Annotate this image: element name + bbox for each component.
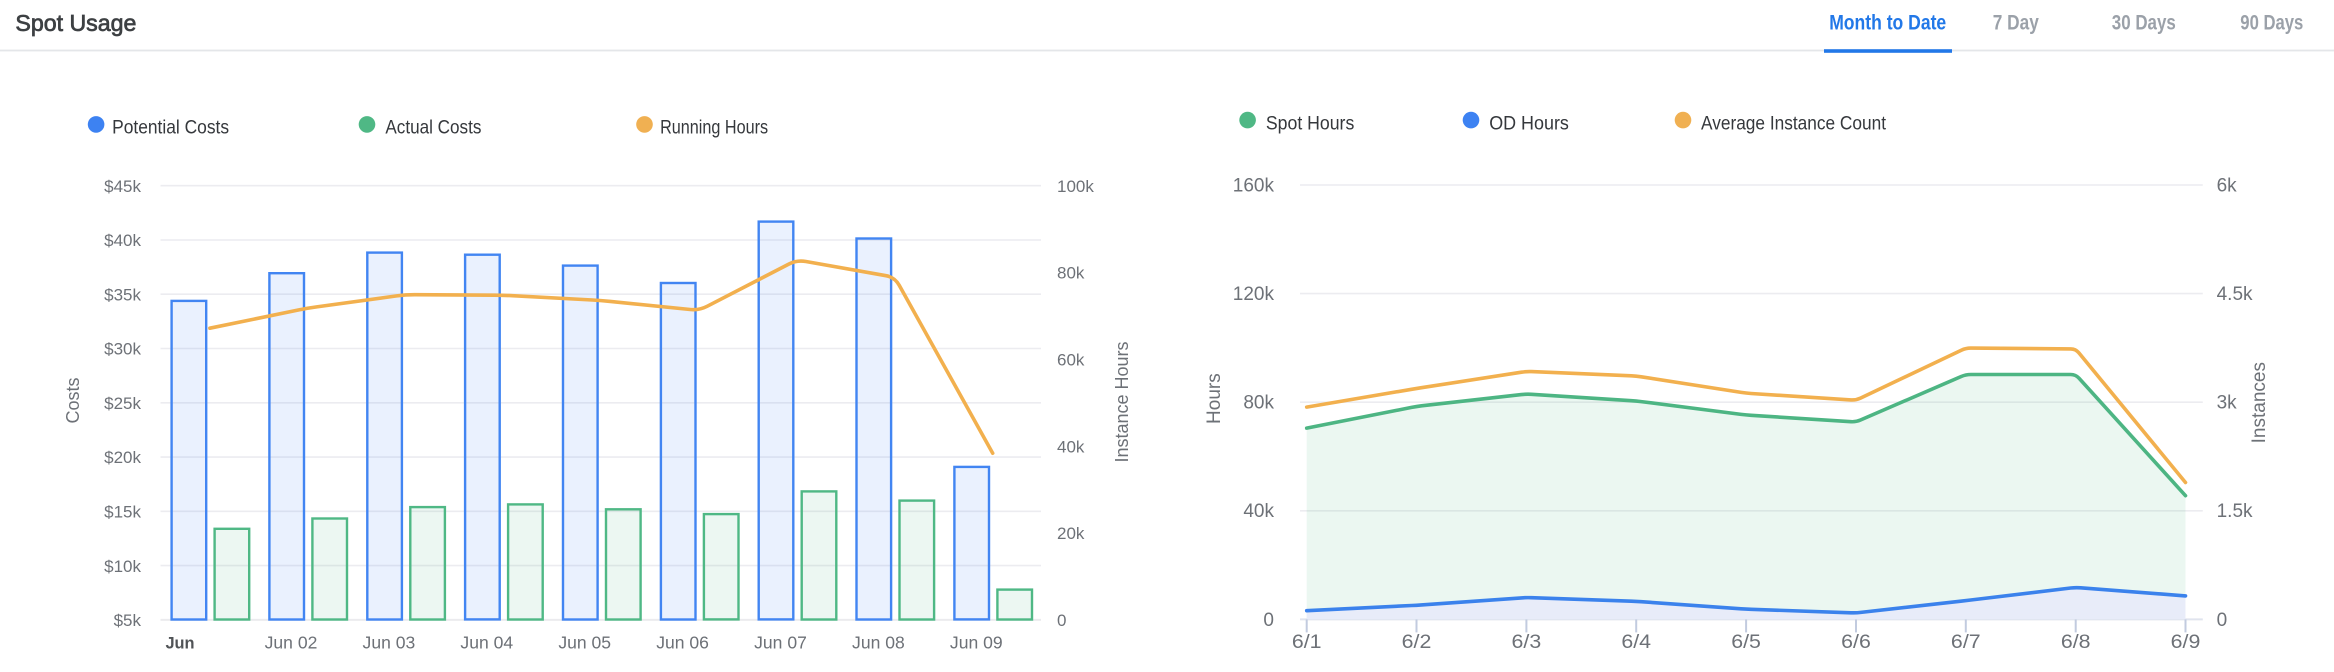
svg-text:Jun 04: Jun 04 [460, 633, 513, 653]
svg-text:120k: 120k [1233, 284, 1275, 305]
svg-text:0: 0 [2217, 610, 2228, 631]
svg-text:100k: 100k [1057, 177, 1094, 196]
svg-text:60k: 60k [1057, 351, 1085, 370]
svg-text:1.5k: 1.5k [2217, 501, 2253, 522]
svg-text:Average Instance Count: Average Instance Count [1701, 112, 1887, 134]
svg-text:$40k: $40k [104, 231, 141, 250]
svg-text:0: 0 [1263, 610, 1274, 631]
svg-text:6/3: 6/3 [1512, 632, 1542, 653]
svg-text:$15k: $15k [104, 503, 141, 522]
svg-text:4.5k: 4.5k [2217, 284, 2253, 305]
svg-text:6/1: 6/1 [1292, 632, 1322, 653]
svg-text:6/7: 6/7 [1951, 632, 1981, 653]
svg-text:$10k: $10k [104, 557, 141, 576]
svg-text:6/4: 6/4 [1621, 632, 1651, 653]
svg-text:Spot Hours: Spot Hours [1266, 112, 1355, 134]
svg-text:Hours: Hours [1204, 373, 1225, 424]
svg-text:Month to Date: Month to Date [1829, 12, 1946, 35]
svg-text:Instances: Instances [2249, 362, 2270, 443]
svg-text:90 Days: 90 Days [2240, 12, 2303, 35]
svg-text:6/2: 6/2 [1402, 632, 1432, 653]
svg-text:80k: 80k [1057, 264, 1085, 283]
svg-text:30 Days: 30 Days [2112, 12, 2176, 35]
svg-text:7 Day: 7 Day [1993, 12, 2039, 35]
svg-text:$20k: $20k [104, 448, 141, 467]
svg-text:Jun 05: Jun 05 [558, 633, 611, 653]
svg-text:$45k: $45k [104, 177, 141, 196]
svg-text:Costs: Costs [63, 377, 83, 423]
svg-text:Running Hours: Running Hours [660, 116, 768, 138]
svg-text:80k: 80k [1243, 393, 1274, 414]
svg-text:OD Hours: OD Hours [1489, 112, 1569, 134]
svg-text:$5k: $5k [114, 611, 142, 630]
svg-text:Jun 09: Jun 09 [950, 633, 1003, 653]
svg-text:160k: 160k [1233, 175, 1275, 196]
svg-text:6/5: 6/5 [1731, 632, 1761, 653]
svg-text:Jun 02: Jun 02 [265, 633, 318, 653]
svg-text:$25k: $25k [104, 394, 141, 413]
svg-text:Actual Costs: Actual Costs [385, 116, 481, 138]
svg-text:Jun: Jun [165, 634, 194, 653]
svg-text:6/6: 6/6 [1841, 632, 1871, 653]
svg-text:Potential Costs: Potential Costs [112, 116, 229, 138]
svg-text:Jun 08: Jun 08 [852, 633, 905, 653]
svg-text:Jun 06: Jun 06 [656, 633, 709, 653]
svg-text:20k: 20k [1057, 524, 1085, 543]
svg-text:Jun 07: Jun 07 [754, 633, 807, 653]
svg-text:$30k: $30k [104, 340, 141, 359]
svg-text:$35k: $35k [104, 285, 141, 304]
svg-text:Jun 03: Jun 03 [363, 633, 416, 653]
svg-text:0: 0 [1057, 611, 1066, 630]
svg-text:6k: 6k [2217, 175, 2238, 196]
svg-text:40k: 40k [1243, 501, 1274, 522]
svg-text:3k: 3k [2217, 393, 2238, 414]
svg-text:Instance Hours: Instance Hours [1112, 341, 1132, 462]
svg-text:6/8: 6/8 [2061, 632, 2091, 653]
svg-text:40k: 40k [1057, 437, 1085, 456]
svg-text:Spot Usage: Spot Usage [15, 10, 136, 36]
svg-text:6/9: 6/9 [2171, 632, 2201, 653]
